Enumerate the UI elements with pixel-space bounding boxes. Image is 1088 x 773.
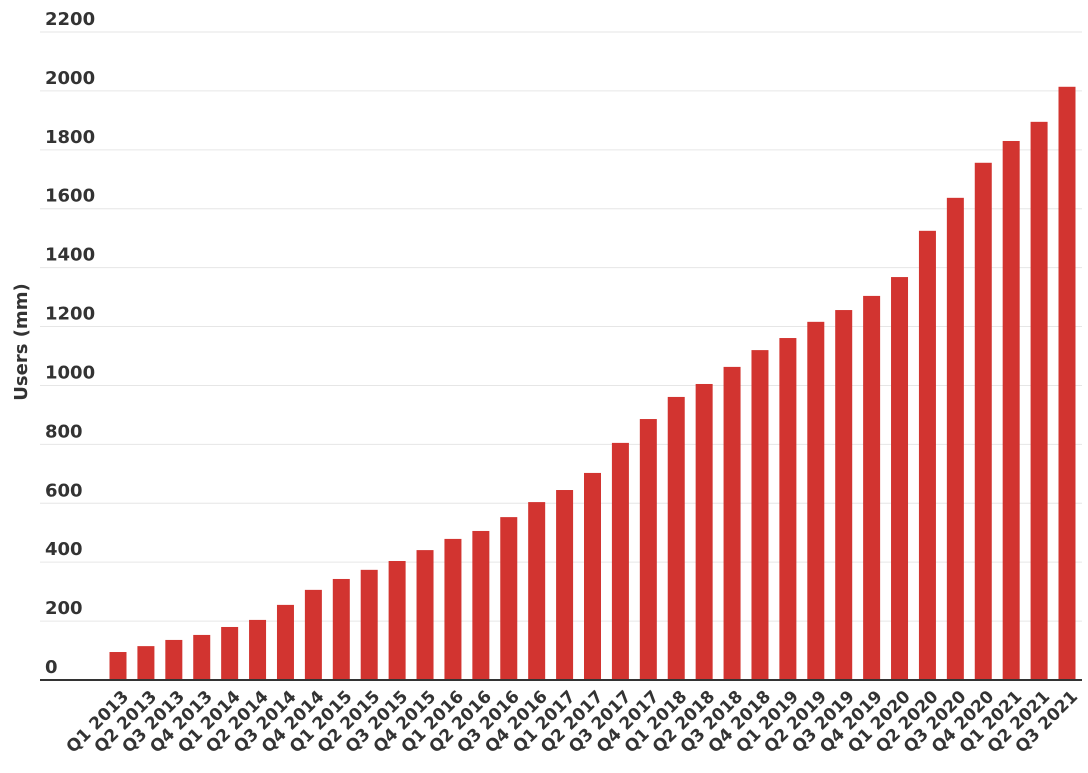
y-tick-label: 2000: [45, 68, 95, 89]
bar: [416, 550, 434, 680]
bar: [974, 162, 992, 680]
bar: [1058, 86, 1076, 680]
bar: [360, 569, 378, 680]
bar: [863, 295, 881, 680]
y-tick-label: 200: [45, 598, 83, 619]
bar: [946, 197, 964, 680]
bar: [835, 310, 853, 680]
bar: [444, 538, 462, 680]
y-tick-label: 0: [45, 657, 58, 678]
bar: [751, 350, 769, 680]
bar: [891, 277, 909, 680]
bar: [500, 517, 518, 680]
bar: [556, 490, 574, 680]
y-tick-label: 1400: [45, 245, 95, 266]
bar: [779, 338, 797, 680]
y-tick-label: 600: [45, 480, 83, 501]
y-tick-label: 1800: [45, 127, 95, 148]
bar: [388, 561, 406, 680]
bar: [528, 502, 546, 680]
y-axis-title: Users (mm): [11, 283, 32, 400]
bar: [332, 578, 350, 680]
bar: [165, 639, 183, 680]
bar: [918, 230, 936, 680]
bar: [276, 604, 294, 680]
bar: [249, 619, 267, 680]
y-tick-label: 800: [45, 421, 83, 442]
bar: [1002, 140, 1020, 680]
y-tick-label: 2200: [45, 9, 95, 30]
bar: [667, 396, 685, 680]
bar: [1030, 121, 1048, 680]
bar: [472, 530, 490, 680]
bar: [584, 472, 601, 680]
y-tick-label: 1000: [45, 362, 95, 383]
bar: [723, 366, 741, 680]
bar: [611, 442, 629, 680]
bar: [193, 634, 211, 680]
bar: [807, 321, 825, 680]
bar: [109, 652, 127, 680]
y-tick-label: 1200: [45, 304, 95, 325]
y-tick-label: 400: [45, 539, 83, 560]
y-tick-label: 1600: [45, 186, 95, 207]
bar: [639, 419, 657, 680]
bar: [137, 646, 155, 680]
bar: [695, 383, 713, 680]
bar: [221, 626, 239, 680]
bar: [304, 589, 322, 680]
